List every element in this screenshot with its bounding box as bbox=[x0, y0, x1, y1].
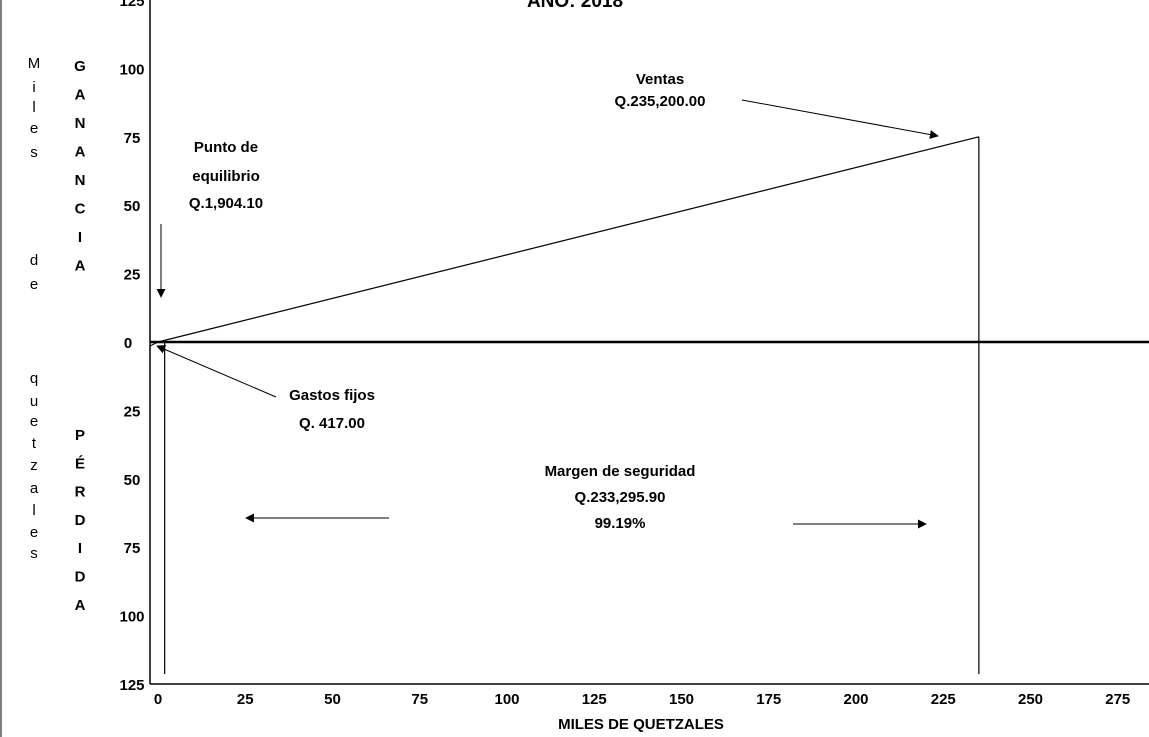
x-tick-label: 25 bbox=[237, 691, 254, 708]
perdida-label-char: A bbox=[75, 597, 86, 614]
safety-margin-percent: 99.19% bbox=[595, 515, 646, 532]
x-tick-label: 275 bbox=[1105, 691, 1130, 708]
perdida-label-char: É bbox=[75, 455, 85, 472]
x-axis-label: MILES DE QUETZALES bbox=[558, 716, 724, 733]
y-tick-label: 75 bbox=[124, 130, 141, 147]
x-tick-label: 250 bbox=[1018, 691, 1043, 708]
perdida-label-char: D bbox=[75, 569, 86, 586]
ganancia-label-char: A bbox=[75, 258, 86, 275]
x-tick-label: 50 bbox=[324, 691, 341, 708]
x-tick-label: 225 bbox=[931, 691, 956, 708]
x-tick-label: 0 bbox=[154, 691, 162, 708]
y-axis-label-char: l bbox=[32, 99, 35, 116]
x-tick-label: 100 bbox=[494, 691, 519, 708]
y-axis-label-char: q bbox=[30, 370, 38, 387]
y-axis-label-char: e bbox=[30, 413, 38, 430]
safety-margin-value: Q.233,295.90 bbox=[575, 489, 666, 506]
y-tick-label: 100 bbox=[119, 609, 144, 626]
fixed-costs-value: Q. 417.00 bbox=[299, 415, 365, 432]
breakeven-label-line2: equilibrio bbox=[192, 168, 260, 185]
perdida-label-char: I bbox=[78, 540, 82, 557]
x-tick-labels: 0 25 50 75 100 125 150 175 200 225 250 275 bbox=[154, 691, 1130, 708]
ganancia-label-char: A bbox=[75, 144, 86, 161]
y-tick-label: 0 bbox=[124, 335, 132, 352]
y-axis-label-char: s bbox=[30, 545, 38, 562]
safety-margin-label: Margen de seguridad bbox=[545, 463, 696, 480]
y-tick-label: 25 bbox=[124, 267, 141, 284]
y-tick-label: 100 bbox=[119, 61, 144, 78]
y-tick-labels: 125 100 75 50 25 0 25 50 75 100 125 bbox=[119, 0, 144, 694]
x-tick-label: 150 bbox=[669, 691, 694, 708]
ventas-value: Q.235,200.00 bbox=[615, 93, 706, 110]
x-tick-label: 175 bbox=[756, 691, 781, 708]
x-tick-label: 125 bbox=[582, 691, 607, 708]
y-axis-label-char: e bbox=[30, 524, 38, 541]
fixed-costs-label: Gastos fijos bbox=[289, 387, 375, 404]
ganancia-label-char: I bbox=[78, 229, 82, 246]
perdida-label-char: P bbox=[75, 427, 85, 444]
ventas-label: Ventas bbox=[636, 71, 684, 88]
ganancia-label-char: A bbox=[75, 87, 86, 104]
y-axis-label-char: a bbox=[30, 480, 39, 497]
ganancia-label-char: N bbox=[75, 172, 86, 189]
breakeven-value: Q.1,904.10 bbox=[189, 195, 263, 212]
ganancia-label-char: N bbox=[75, 115, 86, 132]
perdida-label-char: R bbox=[75, 484, 86, 501]
y-tick-label: 75 bbox=[124, 540, 141, 557]
y-axis-label-char: t bbox=[32, 435, 37, 452]
chart-title: AÑO: 2018 bbox=[527, 0, 623, 12]
sales-line bbox=[157, 136, 979, 343]
sales-line-stub bbox=[149, 341, 159, 347]
y-tick-label: 50 bbox=[124, 198, 141, 215]
y-axis-label-char: l bbox=[32, 502, 35, 519]
ganancia-label-char: C bbox=[75, 201, 86, 218]
y-axis-label-char: s bbox=[30, 144, 38, 161]
ventas-arrow bbox=[741, 99, 939, 139]
y-axis-label-char: z bbox=[30, 457, 38, 474]
y-axis-label-char: e bbox=[30, 120, 38, 137]
y-axis-label-char: i bbox=[32, 79, 35, 96]
y-tick-label: 25 bbox=[124, 403, 141, 420]
y-axis-label-char: u bbox=[30, 393, 38, 410]
y-tick-label: 50 bbox=[124, 472, 141, 489]
y-axis-label-char: M bbox=[28, 55, 41, 72]
y-axis-label-char: e bbox=[30, 276, 38, 293]
fixed-costs-arrow bbox=[156, 345, 277, 398]
y-axis-label-char: d bbox=[30, 252, 38, 269]
x-tick-label: 200 bbox=[843, 691, 868, 708]
chart-marks bbox=[149, 136, 980, 674]
y-tick-label: 125 bbox=[119, 677, 144, 694]
perdida-label-char: D bbox=[75, 512, 86, 529]
y-tick-label: 125 bbox=[119, 0, 144, 10]
x-tick-label: 75 bbox=[411, 691, 428, 708]
breakeven-label-line1: Punto de bbox=[194, 139, 258, 156]
ganancia-label-char: G bbox=[74, 58, 86, 75]
